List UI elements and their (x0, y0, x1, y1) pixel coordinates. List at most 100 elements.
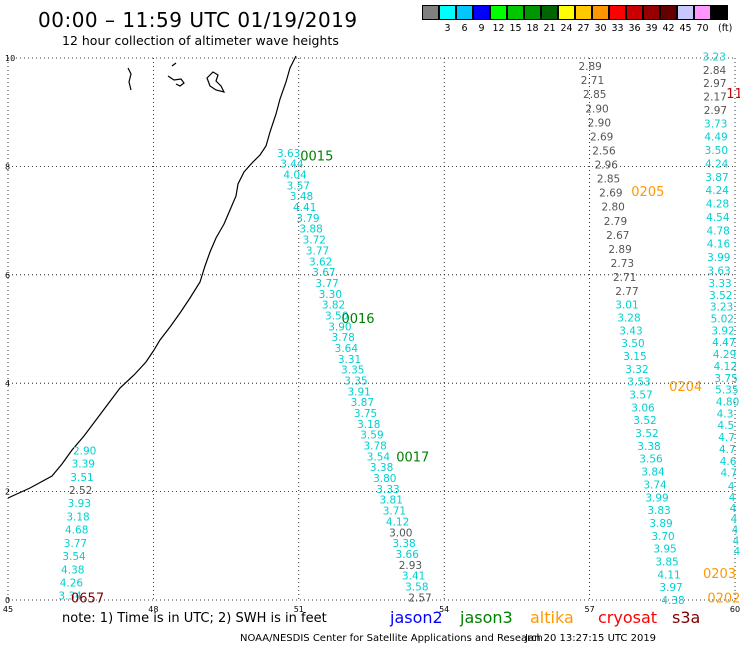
wave-height-value: 3.64 (335, 343, 359, 355)
wave-height-value: 3.79 (296, 213, 319, 225)
wave-height-value: 3.67 (312, 267, 335, 279)
wave-height-value: 4.7 (719, 444, 736, 456)
wave-height-value: 4.12 (386, 516, 409, 528)
pass-time-labels: 0015 0016 0017 0205 0204 0203 0202 0657 11 (71, 87, 740, 606)
color-scale-label: 39 (645, 23, 658, 34)
color-scale-label: 24 (560, 23, 573, 34)
wave-height-value: 4.12 (714, 361, 737, 373)
color-scale-swatch (660, 5, 677, 20)
color-scale-swatch (524, 5, 541, 20)
wave-height-value: 3.31 (338, 354, 361, 366)
wave-height-value: 3.32 (625, 364, 648, 376)
wave-height-value: 2.80 (601, 202, 624, 214)
wave-height-value: 3.50 (621, 338, 644, 350)
lon-tick-label: 51 (294, 605, 304, 614)
wave-height-value: 3.90 (328, 321, 351, 333)
lat-tick-label: 0 (5, 596, 10, 605)
wave-height-value: 3.50 (705, 145, 728, 157)
wave-height-value: 3.23 (703, 51, 726, 63)
wave-height-value: 2.97 (704, 105, 727, 117)
lon-tick-label: 60 (730, 605, 740, 614)
map-subtitle: 12 hour collection of altimeter wave hei… (62, 33, 339, 48)
pass-time-label: 11 (726, 87, 740, 102)
wave-height-value: 3.85 (655, 556, 678, 568)
wave-height-value: 3.63 (277, 148, 300, 160)
wave-height-value: 3.53 (627, 377, 650, 389)
wave-height-value: 3.70 (651, 531, 674, 543)
wave-height-value: 3.52 (709, 290, 732, 302)
color-scale-swatch (643, 5, 660, 20)
color-scale-swatch (473, 5, 490, 20)
legend-item-jason2: jason2 (390, 608, 443, 627)
wave-height-value: 3.44 (280, 159, 304, 171)
wave-height-value: 4.5 (717, 420, 734, 432)
wave-height-value: 3.33 (376, 484, 399, 496)
wave-height-value: 3.99 (645, 492, 668, 504)
wave-height-value: 4.38 (661, 595, 684, 607)
wave-height-value: 2.71 (613, 272, 636, 284)
pass-time-label: 0016 (341, 312, 374, 327)
wave-height-value: 2.52 (69, 485, 92, 497)
color-scale-label: 36 (628, 23, 641, 34)
wave-height-value: 3.50 (325, 310, 348, 322)
color-scale-label: 30 (594, 23, 607, 34)
wave-height-value: 2.71 (581, 75, 604, 87)
color-scale-swatch (609, 5, 626, 20)
wave-height-value: 3.01 (615, 300, 638, 312)
wave-height-value: 3.23 (710, 302, 733, 314)
pass-time-label: 0204 (669, 380, 702, 395)
wave-height-value: 3.52 (635, 428, 658, 440)
wave-height-value: 3.18 (66, 511, 89, 523)
wave-height-value: 4 (730, 503, 737, 515)
wave-height-value: 2.90 (585, 103, 608, 115)
wave-height-value: 3.82 (322, 300, 345, 312)
wave-height-value: 4 (733, 535, 740, 547)
island-outline (127, 67, 132, 91)
wave-height-value: 2.57 (408, 592, 431, 604)
wave-height-value: 2.85 (583, 89, 606, 101)
wave-height-value: 4.11 (657, 569, 680, 581)
color-scale-swatch (507, 5, 524, 20)
wave-height-value: 3.48 (290, 191, 313, 203)
wave-height-value: 3.57 (287, 180, 310, 192)
wave-height-value: 3.57 (629, 390, 652, 402)
wave-height-value: 4.26 (60, 577, 84, 589)
color-scale-label: 70 (696, 23, 709, 34)
wave-height-value: 3.33 (708, 278, 731, 290)
wave-height-value: 3.99 (707, 252, 730, 264)
color-scale-swatch (490, 5, 507, 20)
wave-height-value: 4.7 (718, 432, 735, 444)
color-scale-swatch (626, 5, 643, 20)
color-scale-swatch (575, 5, 592, 20)
islands (127, 62, 226, 93)
lat-tick-label: 4 (5, 379, 10, 388)
wave-height-value: 3.00 (389, 527, 412, 539)
wave-height-value: 3.92 (711, 325, 734, 337)
color-scale-swatch (456, 5, 473, 20)
pass-time-label: 0657 (71, 591, 104, 606)
wave-height-value: 3.06 (631, 402, 655, 414)
wave-height-value: 3.73 (704, 118, 727, 130)
legend-item-jason3: jason3 (460, 608, 513, 627)
color-scale-label: 12 (492, 23, 505, 34)
wave-height-value: 2.84 (703, 65, 727, 77)
wave-height-value: 5.35 (715, 385, 738, 397)
wave-height-value: 3.30 (319, 289, 342, 301)
wave-height-value: 3.35 (341, 365, 364, 377)
wave-height-value: 3.97 (659, 582, 682, 594)
color-scale-label: 45 (679, 23, 692, 34)
wave-height-value: 3.35 (344, 375, 367, 387)
wave-height-value: 4.78 (706, 225, 729, 237)
wave-height-value: 3.78 (331, 332, 354, 344)
wave-height-value: 3.15 (623, 351, 646, 363)
wave-height-value: 3.62 (309, 256, 332, 268)
wave-height-value: 3.63 (707, 265, 730, 277)
wave-height-value: 2.56 (592, 145, 616, 157)
wave-height-value: 4.49 (704, 132, 727, 144)
wave-height-value: 3.81 (380, 495, 403, 507)
pass-time-label: 0017 (396, 450, 429, 465)
wave-height-value: 3.71 (383, 506, 406, 518)
wave-height-value: 3.38 (392, 538, 415, 550)
legend-item-s3a: s3a (672, 608, 701, 627)
wave-height-value: 3.28 (617, 312, 640, 324)
